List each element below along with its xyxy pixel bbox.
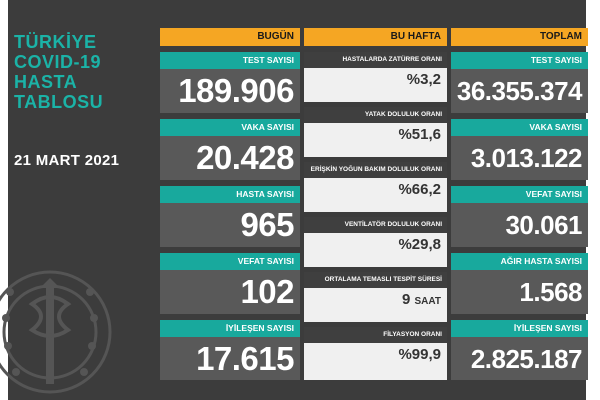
card-label: YATAK DOLULUK ORANI [304, 107, 447, 123]
today-test-card: TEST SAYISI 189.906 [160, 52, 300, 113]
week-icu-occupancy-card: ERİŞKİN YOĞUN BAKIM DOLULUK ORANI %66,2 [304, 162, 447, 212]
title-line: HASTA [14, 72, 78, 92]
card-value: %3,2 [304, 68, 447, 102]
card-value: 9 SAAT [304, 288, 447, 322]
header-week: BU HAFTA [304, 28, 447, 46]
total-recovered-card: İYİLEŞEN SAYISI 2.825.187 [451, 320, 588, 380]
card-label: İYİLEŞEN SAYISI [160, 320, 300, 337]
card-value: %29,8 [304, 233, 447, 267]
total-death-card: VEFAT SAYISI 30.061 [451, 186, 588, 247]
title-line: TÜRKİYE [14, 32, 97, 52]
card-label: VAKA SAYISI [451, 119, 588, 136]
card-value: 2.825.187 [451, 337, 588, 380]
card-value: 17.615 [160, 337, 300, 380]
card-value: %66,2 [304, 178, 447, 212]
card-label: TEST SAYISI [160, 52, 300, 69]
card-value: 102 [160, 270, 300, 314]
card-value: 30.061 [451, 203, 588, 247]
today-patient-card: HASTA SAYISI 965 [160, 186, 300, 247]
card-value: 3.013.122 [451, 136, 588, 180]
card-label: AĞIR HASTA SAYISI [451, 253, 588, 270]
card-label: ERİŞKİN YOĞUN BAKIM DOLULUK ORANI [304, 162, 447, 178]
title-line: TABLOSU [14, 92, 104, 112]
card-label: VEFAT SAYISI [160, 253, 300, 270]
ministry-of-health-emblem-icon [0, 270, 112, 394]
card-label: VEFAT SAYISI [451, 186, 588, 203]
today-death-card: VEFAT SAYISI 102 [160, 253, 300, 314]
card-value: 20.428 [160, 136, 300, 180]
card-label: ORTALAMA TEMASLI TESPİT SÜRESİ [304, 272, 447, 288]
card-value: 189.906 [160, 69, 300, 113]
left-margin [0, 0, 8, 400]
card-label: İYİLEŞEN SAYISI [451, 320, 588, 337]
page-title: TÜRKİYE COVID-19 HASTA TABLOSU [14, 32, 154, 112]
right-margin [586, 0, 600, 400]
today-recovered-card: İYİLEŞEN SAYISI 17.615 [160, 320, 300, 380]
header-today: BUGÜN [160, 28, 300, 46]
total-case-card: VAKA SAYISI 3.013.122 [451, 119, 588, 180]
week-bed-occupancy-card: YATAK DOLULUK ORANI %51,6 [304, 107, 447, 157]
contact-time-value: 9 [402, 291, 411, 308]
week-contact-time-card: ORTALAMA TEMASLI TESPİT SÜRESİ 9 SAAT [304, 272, 447, 322]
card-value: %99,9 [304, 343, 447, 380]
title-line: COVID-19 [14, 52, 102, 72]
card-label: FİLYASYON ORANI [304, 327, 447, 343]
today-case-card: VAKA SAYISI 20.428 [160, 119, 300, 180]
contact-time-unit: SAAT [414, 296, 441, 307]
card-label: VENTİLATÖR DOLULUK ORANI [304, 217, 447, 233]
total-severe-card: AĞIR HASTA SAYISI 1.568 [451, 253, 588, 314]
week-filiation-card: FİLYASYON ORANI %99,9 [304, 327, 447, 380]
header-total: TOPLAM [451, 28, 588, 46]
week-ventilator-card: VENTİLATÖR DOLULUK ORANI %29,8 [304, 217, 447, 267]
total-test-card: TEST SAYISI 36.355.374 [451, 52, 588, 113]
card-label: HASTALARDA ZATÜRRE ORANI [304, 52, 447, 68]
card-value: 36.355.374 [451, 69, 588, 113]
report-date: 21 MART 2021 [14, 152, 120, 169]
card-label: HASTA SAYISI [160, 186, 300, 203]
card-label: TEST SAYISI [451, 52, 588, 69]
card-label: VAKA SAYISI [160, 119, 300, 136]
card-value: %51,6 [304, 123, 447, 157]
week-pneumonia-card: HASTALARDA ZATÜRRE ORANI %3,2 [304, 52, 447, 102]
card-value: 965 [160, 203, 300, 247]
card-value: 1.568 [451, 270, 588, 314]
